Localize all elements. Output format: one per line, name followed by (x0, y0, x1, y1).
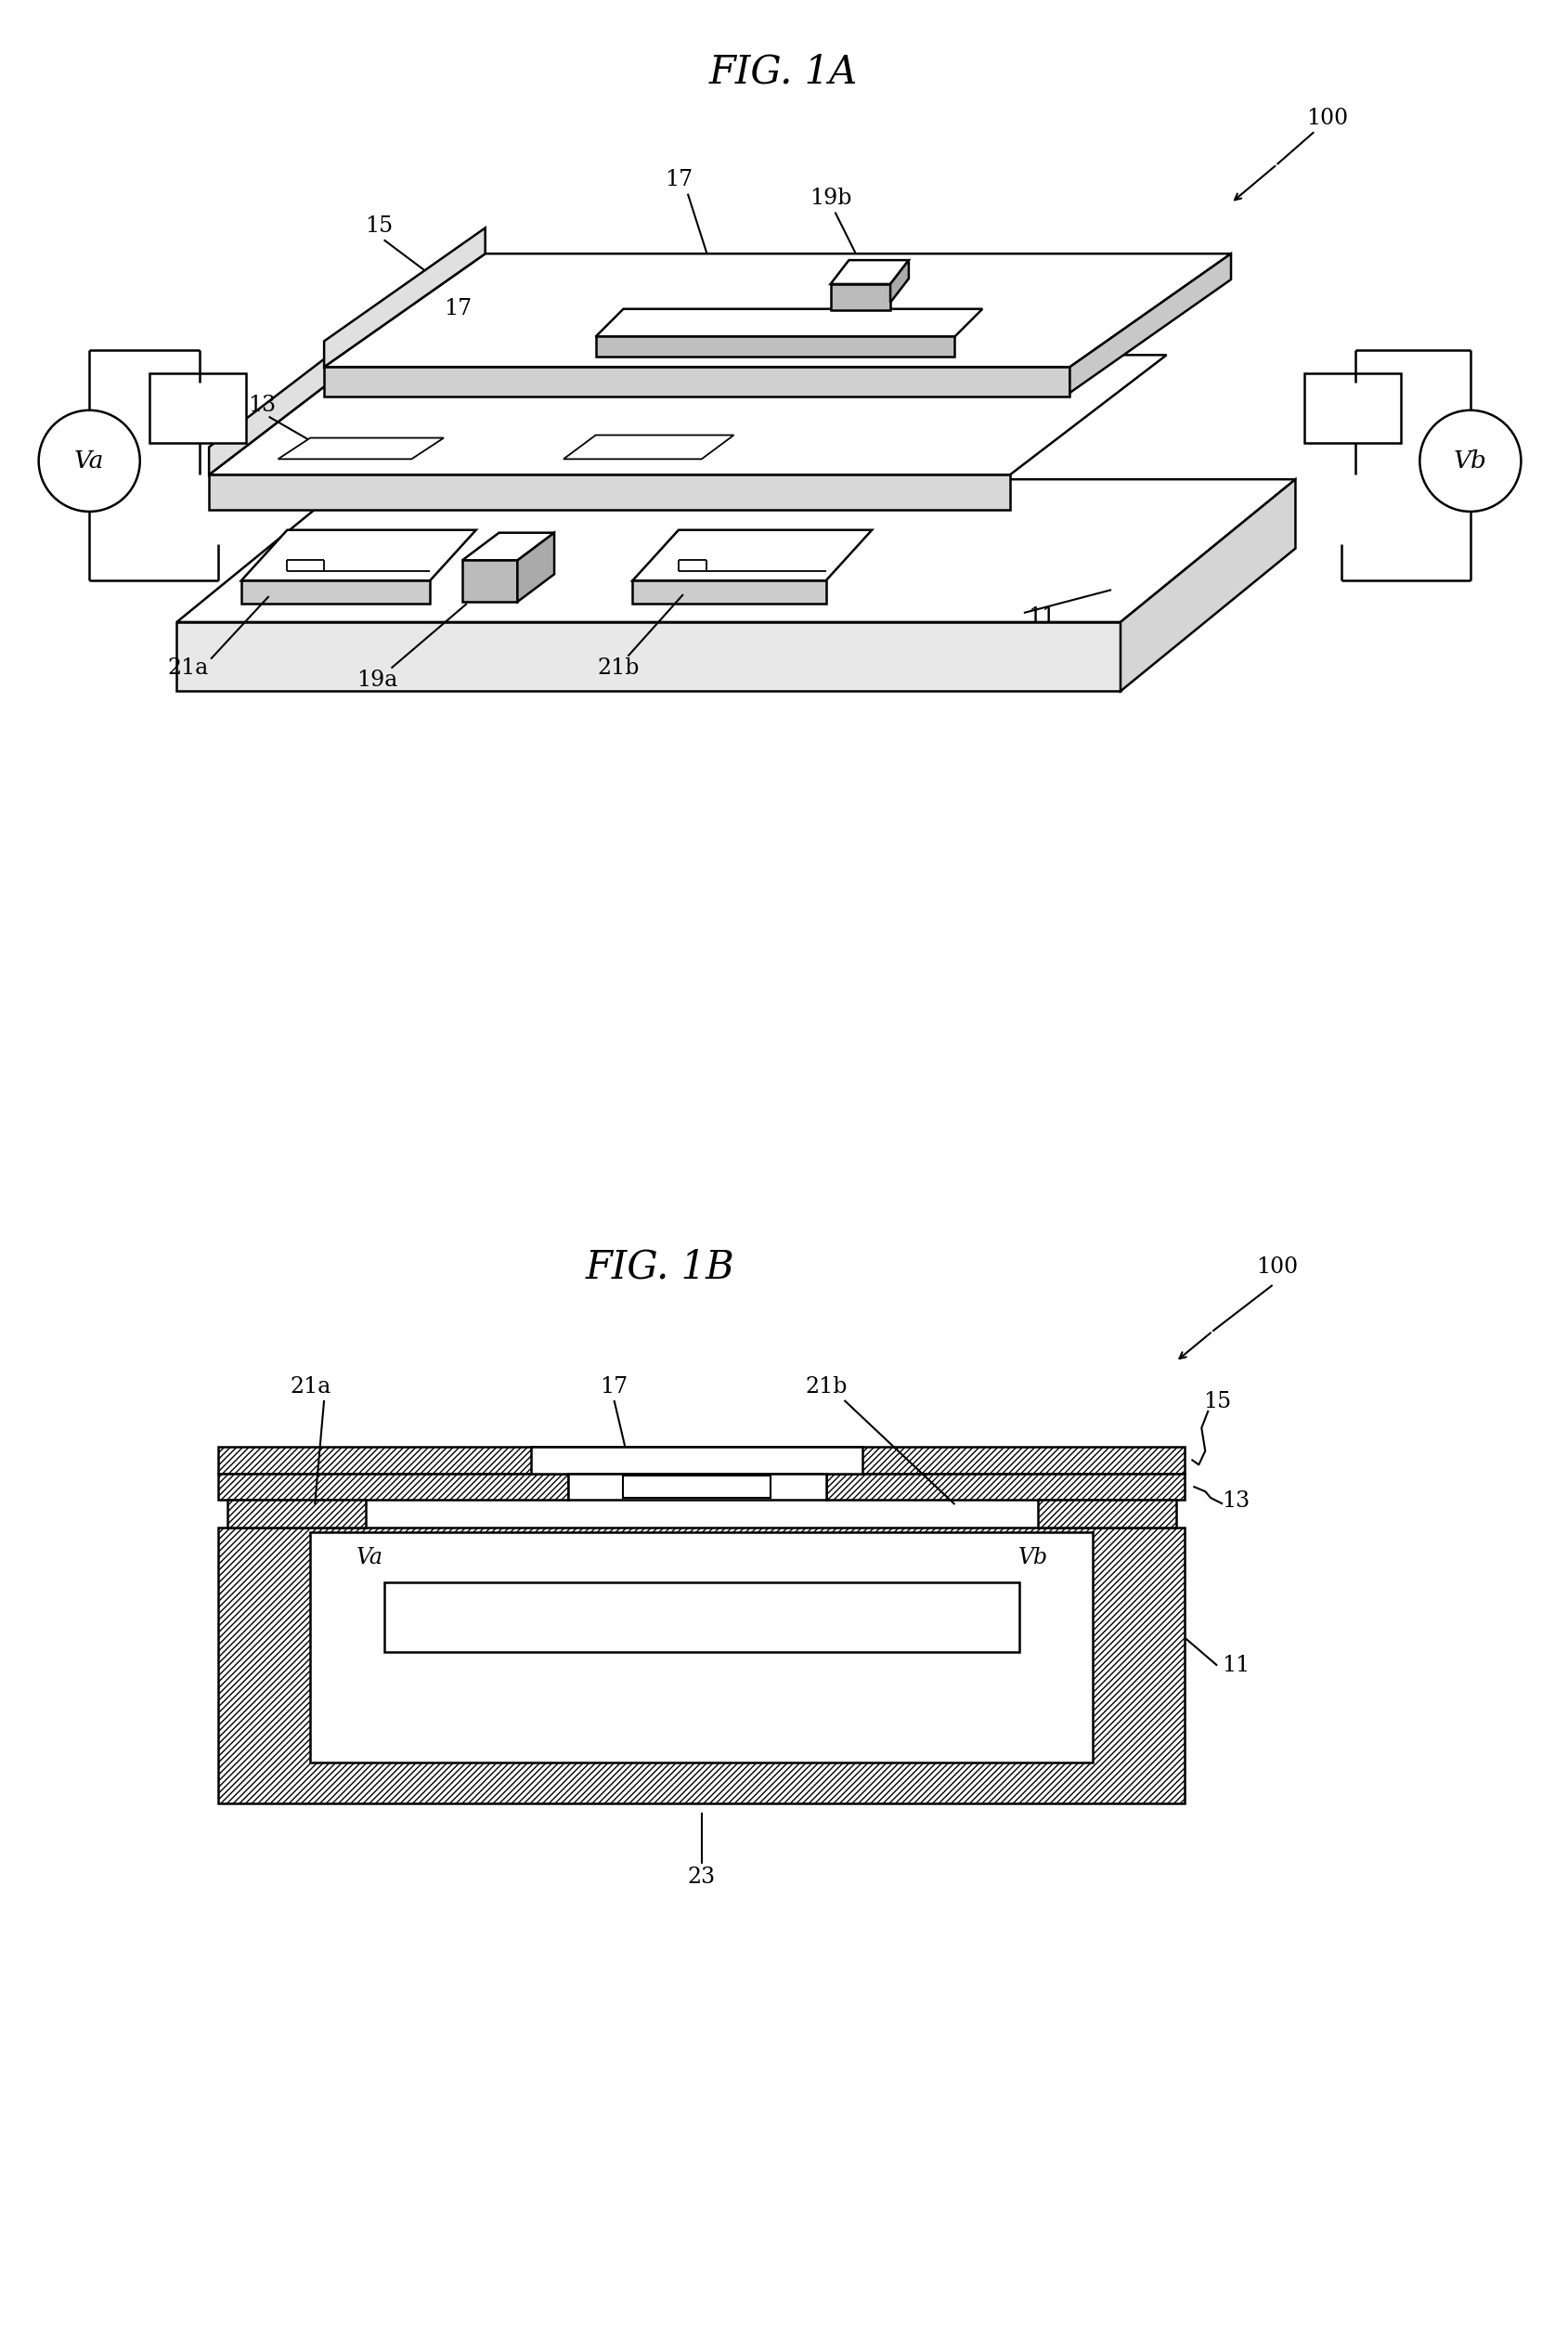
Polygon shape (632, 581, 826, 604)
Polygon shape (632, 529, 872, 581)
Bar (384, 1583, 1019, 1653)
Polygon shape (325, 368, 1069, 396)
Text: 19b: 19b (809, 187, 851, 208)
Text: 11: 11 (1221, 1655, 1250, 1676)
Bar (826, 1475, 1185, 1501)
Text: 21b: 21b (597, 658, 640, 679)
Polygon shape (325, 253, 1231, 368)
Text: 13: 13 (248, 396, 276, 417)
Text: 17: 17 (601, 1377, 629, 1398)
Text: FIG. 1A: FIG. 1A (709, 54, 858, 91)
Text: 23: 23 (688, 1866, 715, 1889)
Text: 17: 17 (665, 169, 693, 190)
Polygon shape (209, 356, 1167, 475)
Text: 15: 15 (365, 215, 394, 236)
Text: 15: 15 (1203, 1391, 1231, 1414)
Polygon shape (596, 337, 955, 356)
Bar (227, 1501, 365, 1526)
Text: 21a: 21a (168, 658, 209, 679)
Text: Va: Va (356, 1547, 384, 1568)
Polygon shape (1121, 480, 1295, 691)
Text: 100: 100 (1256, 1257, 1298, 1278)
Bar (1305, 375, 1402, 442)
Polygon shape (891, 260, 909, 302)
Polygon shape (596, 309, 983, 337)
Text: Vb: Vb (1454, 449, 1486, 473)
Circle shape (1419, 410, 1521, 513)
Polygon shape (177, 623, 1121, 691)
Text: 21a: 21a (290, 1377, 331, 1398)
Bar (310, 1531, 1093, 1763)
Bar (218, 1526, 1185, 1803)
Text: 11: 11 (1029, 606, 1057, 627)
Text: 100: 100 (1306, 108, 1348, 129)
Polygon shape (241, 581, 430, 604)
Polygon shape (831, 283, 891, 309)
Polygon shape (831, 260, 909, 283)
Polygon shape (463, 559, 517, 602)
Bar (149, 375, 246, 442)
Text: Va: Va (74, 449, 105, 473)
Text: Vb: Vb (1018, 1547, 1047, 1568)
Text: 19a: 19a (358, 670, 398, 691)
Polygon shape (278, 438, 444, 459)
Text: 17: 17 (444, 297, 472, 321)
Bar (624, 1475, 770, 1498)
Polygon shape (241, 529, 477, 581)
Polygon shape (325, 227, 485, 368)
Text: FIG. 1B: FIG. 1B (585, 1248, 735, 1285)
Text: 13: 13 (1221, 1489, 1250, 1512)
Polygon shape (463, 534, 554, 559)
Polygon shape (209, 328, 365, 475)
Bar (532, 1447, 862, 1475)
Bar (1038, 1501, 1176, 1526)
Polygon shape (177, 480, 1295, 623)
Circle shape (39, 410, 140, 513)
Bar (218, 1447, 1185, 1475)
Polygon shape (209, 475, 1010, 510)
Bar (568, 1475, 826, 1501)
Bar (218, 1475, 568, 1501)
Polygon shape (563, 435, 734, 459)
Polygon shape (1069, 253, 1231, 393)
Text: 21b: 21b (804, 1377, 847, 1398)
Polygon shape (517, 534, 554, 602)
